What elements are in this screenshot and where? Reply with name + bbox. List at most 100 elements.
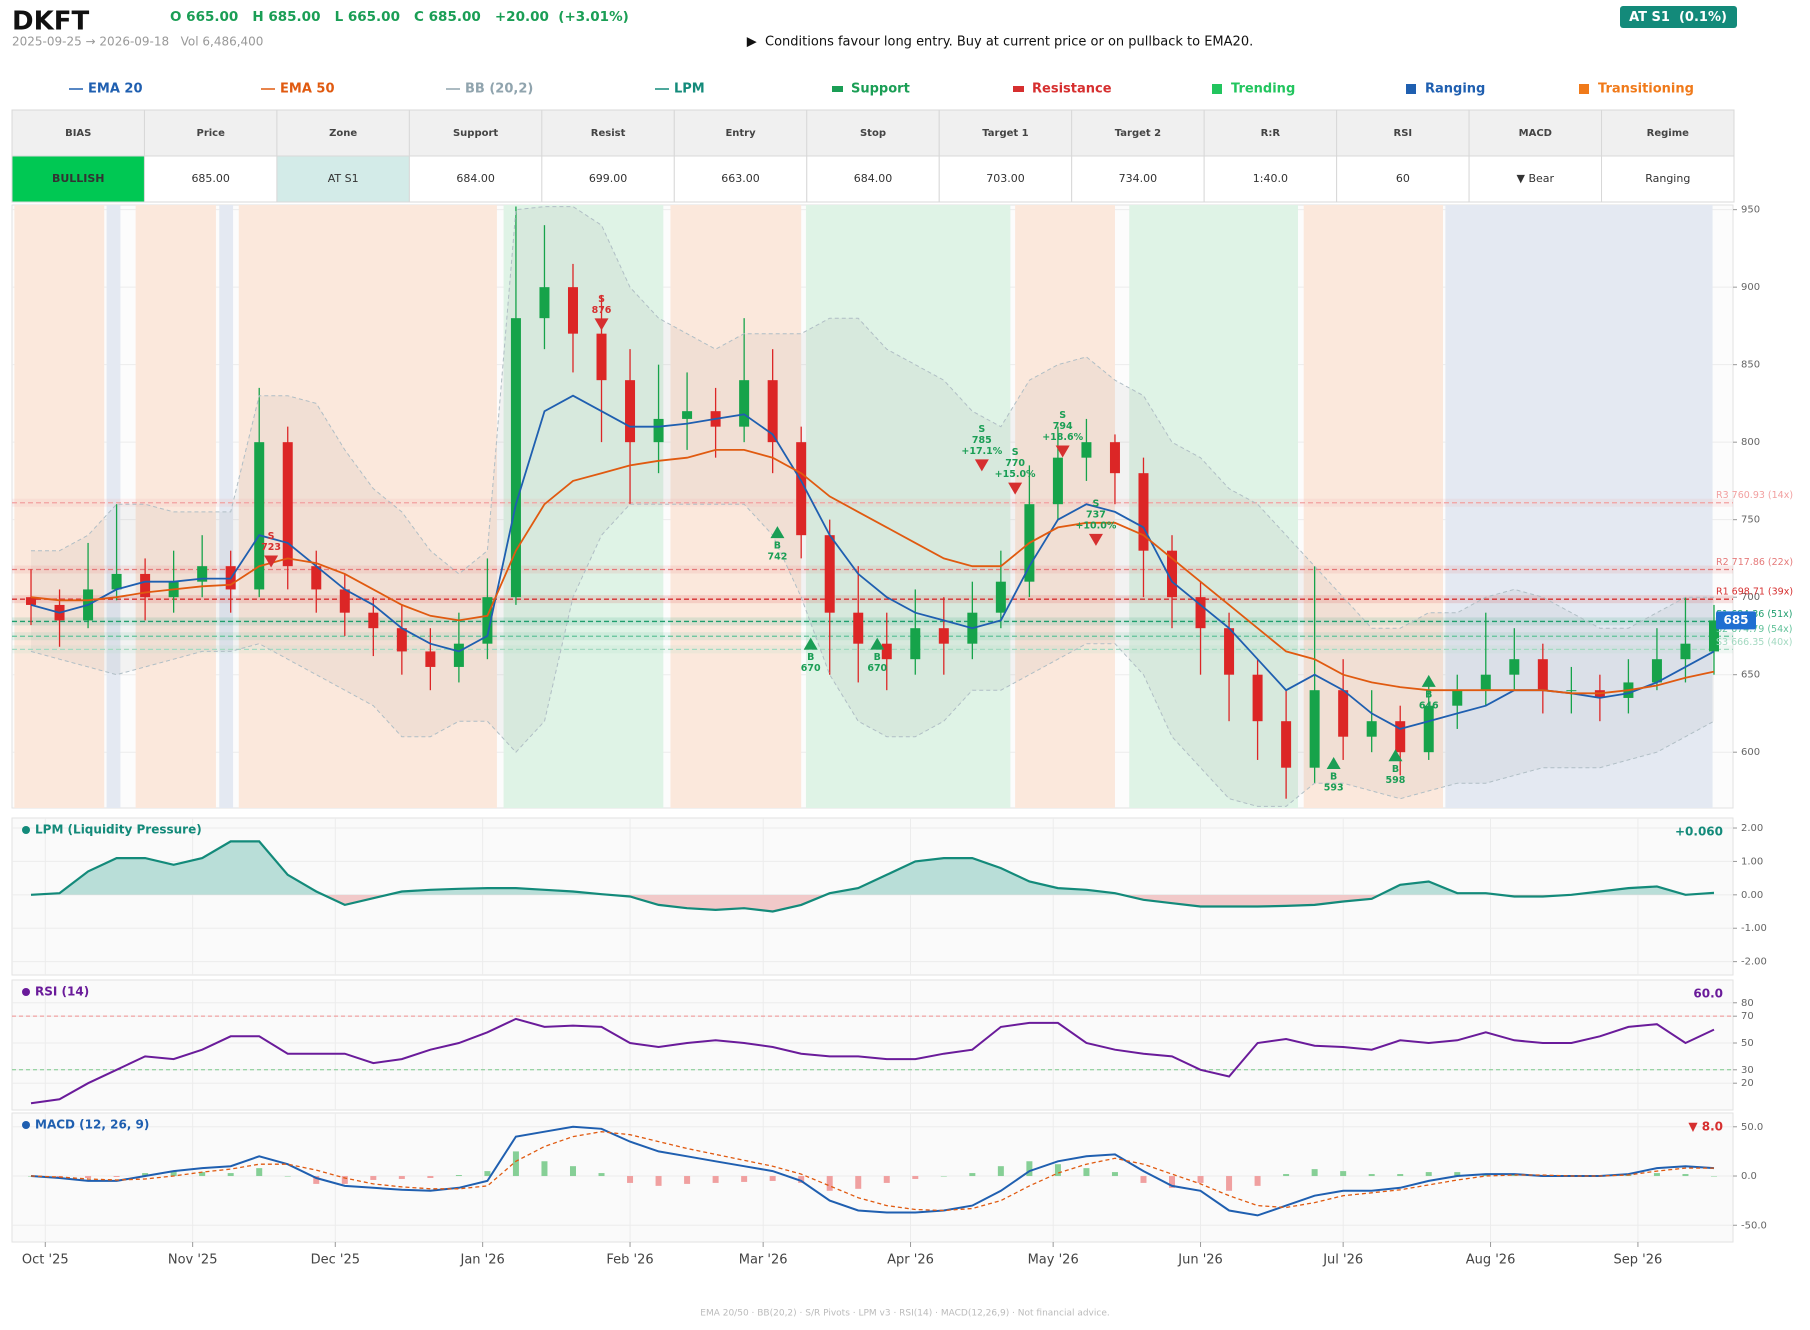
regime-band bbox=[238, 205, 497, 808]
area-line bbox=[30, 840, 1715, 913]
candle-body bbox=[396, 628, 407, 652]
table-header-cell bbox=[806, 109, 940, 157]
candle-body bbox=[1395, 721, 1406, 753]
panel-title: RSI (14) bbox=[35, 985, 89, 999]
panel-plot bbox=[12, 1113, 1733, 1242]
candle-body bbox=[1252, 674, 1263, 722]
regime-band bbox=[1129, 205, 1298, 808]
histogram-bar bbox=[1368, 1174, 1375, 1177]
candle-body bbox=[311, 566, 322, 590]
panel-last-value: +0.060 bbox=[1675, 825, 1723, 839]
ticker: DKFT bbox=[12, 7, 89, 37]
regime-band bbox=[670, 205, 802, 808]
y-tick-label: 2.00 bbox=[1741, 823, 1763, 834]
candle-body bbox=[1081, 442, 1092, 458]
signal-text: ▶ Conditions favour long entry. Buy at c… bbox=[747, 35, 1253, 50]
histogram-bar bbox=[769, 1176, 776, 1181]
y-tick-label: 1.00 bbox=[1741, 856, 1763, 867]
candle-body bbox=[1708, 620, 1719, 652]
panel-last-value: ▼ 8.0 bbox=[1688, 1120, 1723, 1134]
table-cell bbox=[806, 155, 940, 203]
table-cell bbox=[1203, 155, 1338, 203]
panel-title: LPM (Liquidity Pressure) bbox=[35, 823, 202, 837]
candle-body bbox=[995, 581, 1006, 613]
legend-label: Transitioning bbox=[1598, 82, 1694, 97]
legend-label: LPM bbox=[674, 82, 705, 97]
signal-label: B bbox=[1392, 764, 1399, 775]
legend-square bbox=[1406, 84, 1416, 94]
table-cell bbox=[673, 155, 808, 203]
title-dot bbox=[22, 1121, 30, 1129]
level-label: R2 717.86 (22x) bbox=[1716, 557, 1793, 568]
signal-label: 593 bbox=[1324, 783, 1344, 794]
panel-background bbox=[11, 979, 1734, 1111]
candle-body bbox=[1109, 442, 1120, 474]
signal-marker bbox=[594, 318, 609, 331]
table-value: 699.00 bbox=[589, 172, 628, 185]
panel-plot bbox=[12, 980, 1733, 1110]
y-tick-label: 750 bbox=[1741, 515, 1760, 526]
table-header: Price bbox=[196, 128, 225, 139]
histogram-bar bbox=[256, 1168, 263, 1177]
histogram-bar bbox=[627, 1176, 634, 1183]
level-label: S3 666.35 (40x) bbox=[1716, 637, 1792, 648]
candle-body bbox=[1195, 597, 1206, 629]
title-dot bbox=[22, 988, 30, 996]
table-header: Regime bbox=[1647, 128, 1689, 139]
regime-band bbox=[805, 205, 1011, 808]
candle-body bbox=[1452, 690, 1463, 706]
regime-band bbox=[503, 205, 664, 808]
histogram-bar bbox=[541, 1161, 548, 1177]
candle-body bbox=[1651, 659, 1662, 683]
table-header-cell bbox=[11, 109, 145, 157]
table-header-cell bbox=[541, 109, 675, 157]
indicator-line bbox=[30, 1125, 1715, 1217]
histogram-bar bbox=[398, 1176, 405, 1179]
y-tick-label: 850 bbox=[1741, 360, 1760, 371]
candle-body bbox=[339, 589, 350, 613]
signal-label: S bbox=[268, 531, 275, 542]
table-header-cell bbox=[1203, 109, 1338, 157]
level-label: R3 760.93 (14x) bbox=[1716, 490, 1793, 501]
candle-body bbox=[1509, 659, 1520, 675]
signal-label: 646 bbox=[1419, 700, 1439, 711]
regime-band bbox=[14, 205, 105, 808]
histogram-bar bbox=[940, 1176, 947, 1177]
regime-band bbox=[106, 205, 121, 808]
signal-label: S bbox=[1093, 498, 1100, 509]
table-cell bbox=[143, 155, 278, 203]
table-cell bbox=[1601, 155, 1735, 203]
indicator-line bbox=[30, 449, 1715, 695]
histogram-bar bbox=[684, 1176, 691, 1184]
histogram-bar bbox=[598, 1173, 605, 1177]
indicator-line bbox=[30, 1131, 1714, 1212]
legend-label: Support bbox=[851, 82, 910, 97]
table-value: AT S1 bbox=[328, 172, 359, 185]
signal-label: 598 bbox=[1386, 775, 1406, 786]
table-value: 684.00 bbox=[854, 172, 893, 185]
table-header: Zone bbox=[329, 128, 357, 139]
histogram-bar bbox=[1397, 1174, 1404, 1177]
candle-body bbox=[824, 535, 835, 613]
candle-body bbox=[26, 597, 37, 605]
regime-band bbox=[1303, 205, 1443, 808]
histogram-bar bbox=[912, 1176, 919, 1179]
signal-label: +18.6% bbox=[1042, 432, 1083, 443]
x-tick-label: Feb '26 bbox=[606, 1253, 653, 1268]
signal-label: +15.0% bbox=[995, 469, 1036, 480]
candle-body bbox=[425, 651, 436, 667]
histogram-bar bbox=[1454, 1172, 1461, 1177]
histogram-bar bbox=[1140, 1176, 1147, 1183]
candle-body bbox=[796, 442, 807, 536]
histogram-bar bbox=[1710, 1176, 1717, 1177]
area-negative bbox=[31, 894, 1714, 912]
histogram-bar bbox=[142, 1173, 149, 1177]
table-value: 60 bbox=[1396, 172, 1410, 185]
table-value: Ranging bbox=[1645, 172, 1690, 185]
table-header-cell bbox=[143, 109, 278, 157]
y-tick-label: 950 bbox=[1741, 205, 1760, 216]
signal-marker bbox=[1326, 757, 1341, 770]
table-header: RSI bbox=[1394, 128, 1413, 139]
candle-body bbox=[881, 643, 892, 660]
